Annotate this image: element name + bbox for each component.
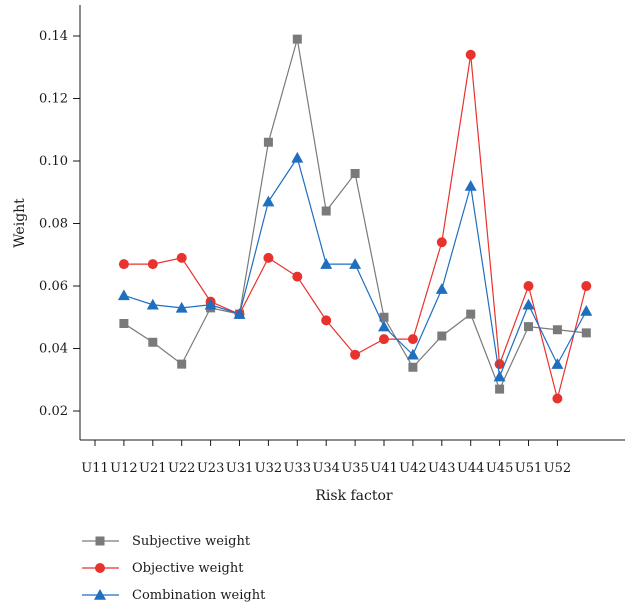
y-tick-label: 0.12 — [39, 92, 68, 107]
legend-label: Combination weight — [132, 588, 266, 603]
data-point — [117, 289, 130, 301]
data-point — [263, 252, 274, 263]
data-point — [436, 237, 447, 248]
data-point — [581, 281, 592, 291]
x-tick-label: U52 — [544, 461, 572, 476]
legend-item: Objective weight — [82, 561, 244, 576]
data-point — [581, 328, 591, 338]
data-point — [522, 298, 535, 310]
data-point — [379, 312, 389, 322]
x-tick-label: U34 — [312, 461, 340, 476]
x-tick-label: U23 — [197, 461, 225, 476]
data-point — [493, 370, 506, 382]
legend-item: Subjective weight — [82, 534, 251, 549]
x-tick-label: U33 — [284, 461, 312, 476]
data-point — [378, 320, 390, 332]
x-tick-label: U42 — [399, 461, 427, 476]
data-point — [321, 206, 331, 216]
legend-marker — [95, 536, 105, 546]
x-axis-title: Risk factor — [315, 488, 393, 504]
x-tick-label: U43 — [428, 461, 456, 476]
data-point — [437, 331, 447, 341]
x-tick-label: U21 — [139, 461, 167, 476]
x-tick-label: U41 — [370, 461, 398, 476]
legend-marker — [95, 563, 105, 573]
data-point — [292, 271, 303, 282]
y-tick-label: 0.06 — [39, 279, 68, 294]
data-point — [408, 362, 418, 372]
data-point — [147, 259, 158, 270]
x-tick-label: U44 — [457, 461, 485, 476]
data-point — [146, 298, 159, 310]
x-tick-label: U22 — [168, 461, 196, 476]
data-point — [552, 393, 563, 404]
x-tick-label: U32 — [255, 461, 283, 476]
data-point — [118, 259, 129, 270]
data-point — [175, 301, 188, 313]
data-point — [291, 151, 304, 163]
data-point — [177, 359, 187, 369]
x-tick-label: U31 — [226, 461, 254, 476]
data-point — [119, 319, 129, 328]
y-tick-label: 0.04 — [39, 342, 68, 357]
data-point — [407, 334, 418, 345]
data-point — [379, 334, 389, 345]
data-point — [176, 252, 187, 263]
legend-marker — [94, 589, 106, 600]
series-line — [123, 54, 587, 399]
y-tick-label: 0.14 — [39, 29, 68, 44]
y-tick-label: 0.10 — [39, 154, 68, 169]
legend: Subjective weight Objective weight Combina… — [82, 534, 266, 603]
data-point — [580, 305, 593, 316]
x-tick-label: U12 — [110, 461, 138, 476]
data-point — [435, 283, 448, 294]
data-point — [464, 180, 477, 191]
data-point — [233, 308, 246, 319]
data-point — [349, 258, 362, 269]
y-axis-title: Weight — [12, 198, 28, 248]
y-tick-label: 0.08 — [39, 217, 68, 232]
data-point — [350, 169, 360, 178]
series-line — [123, 38, 587, 391]
x-tick-label: U11 — [81, 461, 109, 476]
data-point — [263, 137, 273, 147]
data-point — [262, 195, 275, 207]
legend-item: Combination weight — [82, 588, 266, 603]
data-point — [292, 34, 302, 44]
y-tick-label: 0.02 — [39, 404, 68, 419]
data-point — [552, 325, 562, 335]
x-ticks: U11 U12 U21 U22 U23 U31 U32 U33 U34 U35 U41 U42 U43 U… — [81, 440, 571, 476]
data-point — [466, 309, 476, 319]
data-point — [148, 337, 158, 347]
data-point — [320, 258, 333, 269]
data-point — [495, 384, 505, 394]
data-point — [465, 49, 476, 60]
series-circle — [118, 49, 592, 404]
series-square — [119, 34, 591, 394]
series-triangle — [117, 151, 593, 382]
axes: 0.020.040.060.080.100.120.14 U11 U12 U21 U2… — [39, 5, 625, 476]
legend-label: Objective weight — [132, 561, 244, 576]
legend-label: Subjective weight — [132, 534, 251, 549]
data-point — [524, 322, 533, 332]
data-point — [406, 348, 419, 360]
data-point — [350, 349, 361, 360]
x-tick-label: U35 — [341, 461, 369, 476]
series-layer — [117, 34, 593, 404]
x-tick-label: U51 — [515, 461, 543, 476]
y-ticks: 0.02 0.04 0.06 0.08 0.10 0.12 0.14 — [39, 29, 80, 419]
data-point — [204, 298, 217, 310]
data-point — [523, 281, 534, 291]
data-point — [551, 358, 564, 369]
data-point — [321, 315, 332, 326]
x-tick-label: U45 — [486, 461, 514, 476]
